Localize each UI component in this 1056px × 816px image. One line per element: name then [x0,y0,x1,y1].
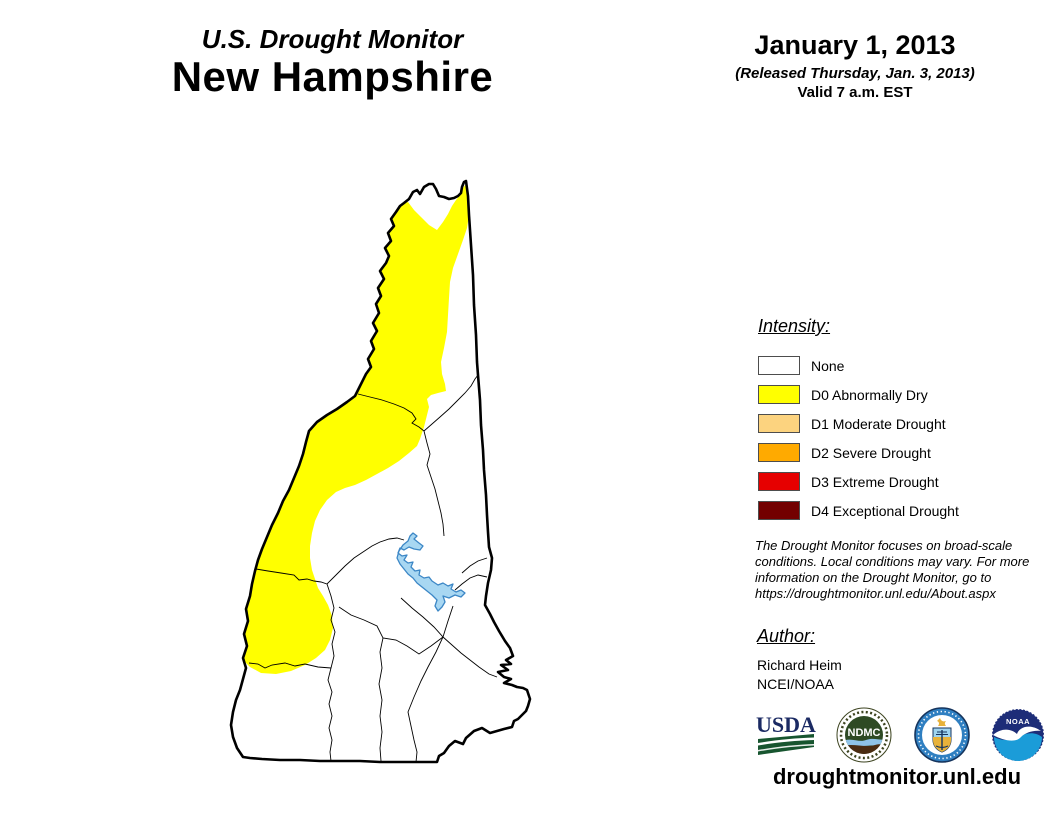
map-date: January 1, 2013 [754,30,956,60]
noaa-logo: NOAA [991,708,1045,762]
d0-area [244,184,469,674]
legend-row: D1 Moderate Drought [758,409,1056,438]
legend-row: D4 Exceptional Drought [758,496,1056,525]
lake-islands [417,553,447,581]
legend-swatch-d1 [758,414,800,433]
legend-label: D4 Exceptional Drought [811,502,959,519]
legend-swatch-d2 [758,443,800,462]
legend-swatch-none [758,356,800,375]
agency-logos: USDA NDMC NOAA [756,704,1046,766]
legend-swatch-d0 [758,385,800,404]
legend-row: D0 Abnormally Dry [758,380,1056,409]
release-date: (Released Thursday, Jan. 3, 2013) [735,65,975,82]
author-block: Author: Richard Heim NCEI/NOAA [757,626,1017,694]
date-block: January 1, 2013 (Released Thursday, Jan.… [700,30,1010,102]
legend-label: D3 Extreme Drought [811,473,939,490]
legend-row: None [758,351,1056,380]
legend-swatch-d3 [758,472,800,491]
title-block: U.S. Drought Monitor New Hampshire [130,24,535,100]
author-heading: Author: [757,626,816,646]
valid-time: Valid 7 a.m. EST [797,84,913,101]
legend-label: None [811,357,845,374]
intensity-legend: Intensity: None D0 Abnormally Dry D1 Mod… [758,316,1056,525]
legend-heading: Intensity: [758,316,831,336]
commerce-seal-logo [913,707,970,763]
legend-row: D3 Extreme Drought [758,467,1056,496]
svg-text:NDMC: NDMC [848,727,881,739]
footer-url: droughtmonitor.unl.edu [772,764,1022,789]
author-org: NCEI/NOAA [757,676,835,692]
author-name: Richard Heim [757,657,842,673]
state-outline [229,179,532,764]
state-name-title: New Hampshire [171,53,494,100]
county-borders [248,374,498,763]
svg-text:USDA: USDA [756,712,816,737]
legend-label: D2 Severe Drought [811,444,931,461]
usda-logo: USDA [756,712,816,755]
report-title: U.S. Drought Monitor [201,24,464,54]
ndmc-logo: NDMC [836,707,892,763]
lake-winnipesaukee [396,532,466,612]
svg-text:NOAA: NOAA [1006,717,1030,726]
legend-label: D1 Moderate Drought [811,415,946,432]
legend-label: D0 Abnormally Dry [811,386,928,403]
legend-swatch-d4 [758,501,800,520]
disclaimer-text: The Drought Monitor focuses on broad-sca… [755,538,1030,601]
legend-row: D2 Severe Drought [758,438,1056,467]
